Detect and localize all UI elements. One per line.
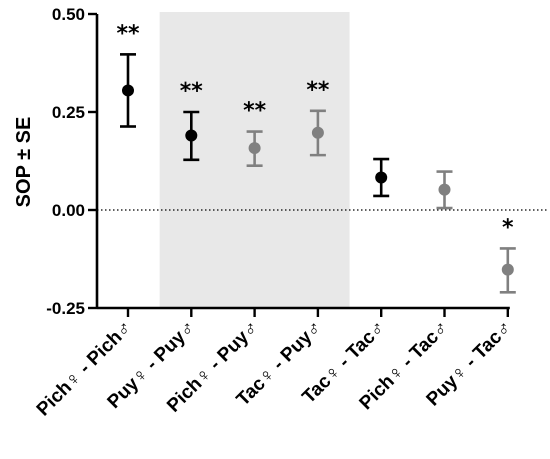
data-point <box>185 129 198 142</box>
y-axis-label: SOP ± SE <box>13 117 35 208</box>
data-point <box>501 263 514 276</box>
significance-label: ** <box>306 78 330 103</box>
y-tick-label: 0.00 <box>52 201 85 220</box>
data-point <box>122 84 134 97</box>
significance-label: ** <box>116 21 140 46</box>
data-point <box>311 126 324 139</box>
data-point <box>248 142 261 155</box>
y-tick-label: 0.25 <box>52 103 85 122</box>
significance-label: * <box>502 215 514 240</box>
data-point <box>375 171 388 184</box>
data-point <box>438 183 451 196</box>
significance-label: ** <box>243 99 267 124</box>
y-tick-label: 0.50 <box>52 5 85 24</box>
significance-label: ** <box>180 79 204 104</box>
y-tick-label: -0.25 <box>46 299 85 318</box>
